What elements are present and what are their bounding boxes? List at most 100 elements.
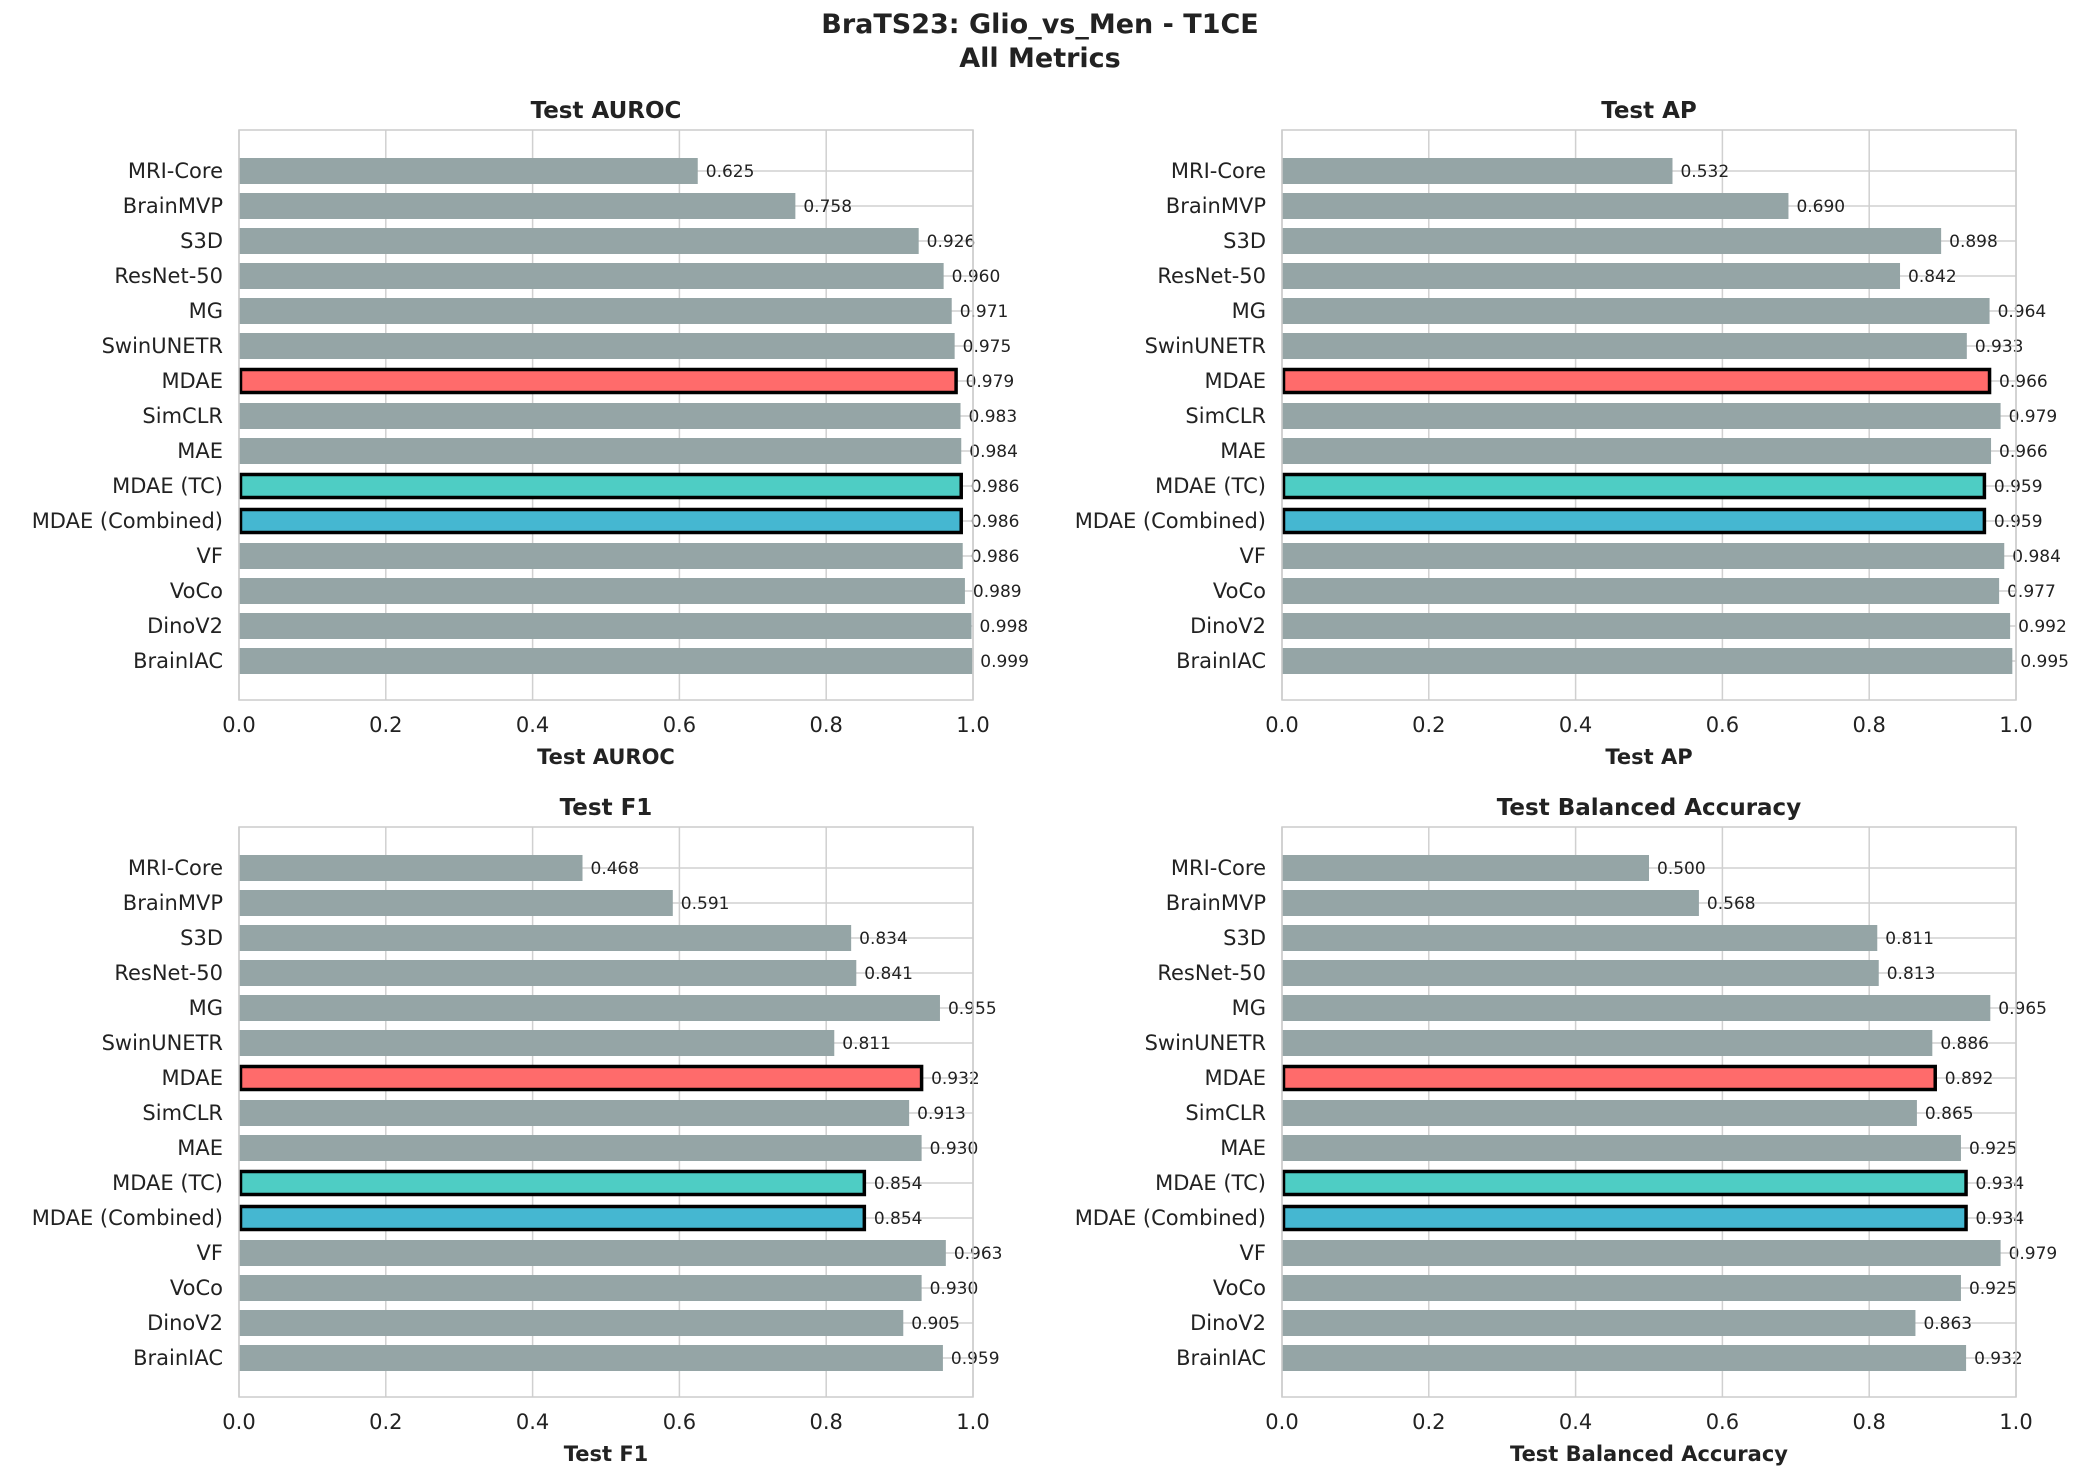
panel-4-value-label: 0.979 bbox=[2009, 1244, 2058, 1264]
panel-2-bar bbox=[1282, 648, 2013, 674]
panel-4-frame bbox=[1281, 826, 2017, 1398]
panel-1-xtick-label: 0.2 bbox=[369, 713, 402, 737]
panel-3-title: Test F1 bbox=[560, 795, 653, 821]
panel-4-xtick-label: 0.0 bbox=[1265, 1410, 1298, 1434]
panel-1-value-label: 0.989 bbox=[973, 582, 1022, 602]
panel-2-bar bbox=[1282, 298, 1990, 324]
panel-2-bar bbox=[1282, 228, 1942, 254]
panel-3-category-label: VoCo bbox=[170, 1276, 223, 1300]
panel-1-bar bbox=[239, 333, 955, 359]
panel-3-value-label: 0.930 bbox=[930, 1279, 979, 1299]
panel-3-value-label: 0.468 bbox=[591, 859, 640, 879]
panel-4-bar bbox=[1282, 1275, 1961, 1301]
panel-1-category-label: VoCo bbox=[170, 579, 223, 603]
panel-3-xtick-label: 0.4 bbox=[516, 1410, 549, 1434]
panel-4-category-label: VoCo bbox=[1213, 1276, 1266, 1300]
panel-2-title: Test AP bbox=[1601, 98, 1697, 124]
panel-1-bar bbox=[239, 228, 919, 254]
panel-2-xtick-label: 1.0 bbox=[1999, 713, 2032, 737]
figure-title: BraTS23: Glio_vs_Men - T1CE bbox=[821, 9, 1259, 40]
panel-4-bar bbox=[1282, 890, 1699, 916]
panel-4-bar bbox=[1282, 1135, 1961, 1161]
panel-1-bar bbox=[238, 507, 963, 535]
panel-3-category-label: ResNet-50 bbox=[114, 961, 223, 985]
panel-1-category-label: BrainMVP bbox=[123, 194, 223, 218]
panel-2-value-label: 0.964 bbox=[1998, 302, 2047, 322]
panel-4-value-label: 0.965 bbox=[1998, 999, 2047, 1019]
panel-4-category-label: MDAE bbox=[1204, 1066, 1266, 1090]
panel-2-category-label: VF bbox=[1240, 544, 1266, 568]
panel-1-value-label: 0.983 bbox=[969, 407, 1018, 427]
panel-1-category-label: MDAE (Combined) bbox=[32, 509, 223, 533]
panel-1-bar bbox=[239, 158, 698, 184]
panel-1-bar bbox=[239, 193, 796, 219]
panel-1-category-label: MG bbox=[189, 299, 223, 323]
panel-4-category-label: BrainMVP bbox=[1166, 891, 1266, 915]
panel-3-bar bbox=[239, 925, 852, 951]
panel-4-category-label: MAE bbox=[1220, 1136, 1266, 1160]
panel-2-category-label: MG bbox=[1232, 299, 1266, 323]
panel-2-category-label: MRI-Core bbox=[1171, 159, 1266, 183]
panel-1-category-label: BrainIAC bbox=[133, 649, 223, 673]
panel-4-value-label: 0.934 bbox=[1976, 1174, 2025, 1194]
panel-1-category-label: MRI-Core bbox=[128, 159, 223, 183]
panel-1-frame bbox=[238, 129, 974, 701]
panel-1-xtick-label: 0.8 bbox=[809, 713, 842, 737]
panel-4-xlabel: Test Balanced Accuracy bbox=[1510, 1442, 1788, 1466]
panel-1-category-label: DinoV2 bbox=[147, 614, 223, 638]
panel-1-value-label: 0.926 bbox=[927, 232, 976, 252]
panel-4-xtick-label: 0.2 bbox=[1412, 1410, 1445, 1434]
panel-2-category-label: SwinUNETR bbox=[1145, 334, 1266, 358]
panel-4-bar bbox=[1282, 995, 1991, 1021]
panel-3-category-label: MRI-Core bbox=[128, 856, 223, 880]
panel-2-category-label: BrainIAC bbox=[1176, 649, 1266, 673]
panel-2-category-label: MAE bbox=[1220, 439, 1266, 463]
panel-1-value-label: 0.986 bbox=[971, 547, 1020, 567]
panel-3-value-label: 0.834 bbox=[859, 929, 908, 949]
panel-4-value-label: 0.932 bbox=[1974, 1349, 2023, 1369]
panel-4-bar bbox=[1281, 1204, 1968, 1232]
panel-2-category-label: BrainMVP bbox=[1166, 194, 1266, 218]
panel-3-category-label: BrainMVP bbox=[123, 891, 223, 915]
panel-2-value-label: 0.959 bbox=[1994, 512, 2043, 532]
panel-1-value-label: 0.625 bbox=[706, 162, 755, 182]
panel-1-xtick-label: 0.6 bbox=[663, 713, 696, 737]
panel-1-bar bbox=[239, 648, 973, 674]
panel-3-category-label: DinoV2 bbox=[147, 1311, 223, 1335]
panel-2-xlabel: Test AP bbox=[1605, 745, 1692, 769]
panel-4-bar bbox=[1281, 1064, 1937, 1092]
panel-2-category-label: ResNet-50 bbox=[1157, 264, 1266, 288]
panel-1-category-label: SwinUNETR bbox=[102, 334, 223, 358]
panel-4-value-label: 0.863 bbox=[1923, 1314, 1972, 1334]
panel-2-value-label: 0.977 bbox=[2007, 582, 2056, 602]
panel-4-category-label: MG bbox=[1232, 996, 1266, 1020]
panel-1-bar bbox=[238, 367, 958, 395]
panel-4-bar bbox=[1282, 1030, 1933, 1056]
panel-3-xtick-label: 0.6 bbox=[663, 1410, 696, 1434]
panel-4-value-label: 0.925 bbox=[1969, 1279, 2018, 1299]
panel-3-value-label: 0.811 bbox=[842, 1034, 891, 1054]
panel-3-value-label: 0.841 bbox=[864, 964, 913, 984]
panel-3-category-label: S3D bbox=[180, 926, 223, 950]
panel-2-bar bbox=[1282, 193, 1789, 219]
panel-1-bar bbox=[239, 543, 963, 569]
panel-2-value-label: 0.992 bbox=[2018, 617, 2067, 637]
panel-1-value-label: 0.998 bbox=[980, 617, 1029, 637]
panel-2-frame bbox=[1281, 129, 2017, 701]
panel-3-value-label: 0.932 bbox=[931, 1069, 980, 1089]
panel-4-xtick-label: 0.4 bbox=[1559, 1410, 1592, 1434]
panel-2-value-label: 0.898 bbox=[1949, 232, 1998, 252]
panel-3-value-label: 0.905 bbox=[911, 1314, 960, 1334]
panel-2-category-label: SimCLR bbox=[1185, 404, 1266, 428]
panel-1-xtick-label: 1.0 bbox=[956, 713, 989, 737]
panel-2-bar bbox=[1282, 263, 1901, 289]
panel-2-bar bbox=[1282, 613, 2011, 639]
panel-3-value-label: 0.963 bbox=[954, 1244, 1003, 1264]
panel-4-bar bbox=[1282, 1310, 1916, 1336]
panel-3-xlabel: Test F1 bbox=[564, 1442, 649, 1466]
panel-4-value-label: 0.892 bbox=[1945, 1069, 1994, 1089]
panel-2-value-label: 0.959 bbox=[1994, 477, 2043, 497]
panel-3-category-label: MDAE bbox=[161, 1066, 223, 1090]
panel-2-bar bbox=[1282, 438, 1992, 464]
